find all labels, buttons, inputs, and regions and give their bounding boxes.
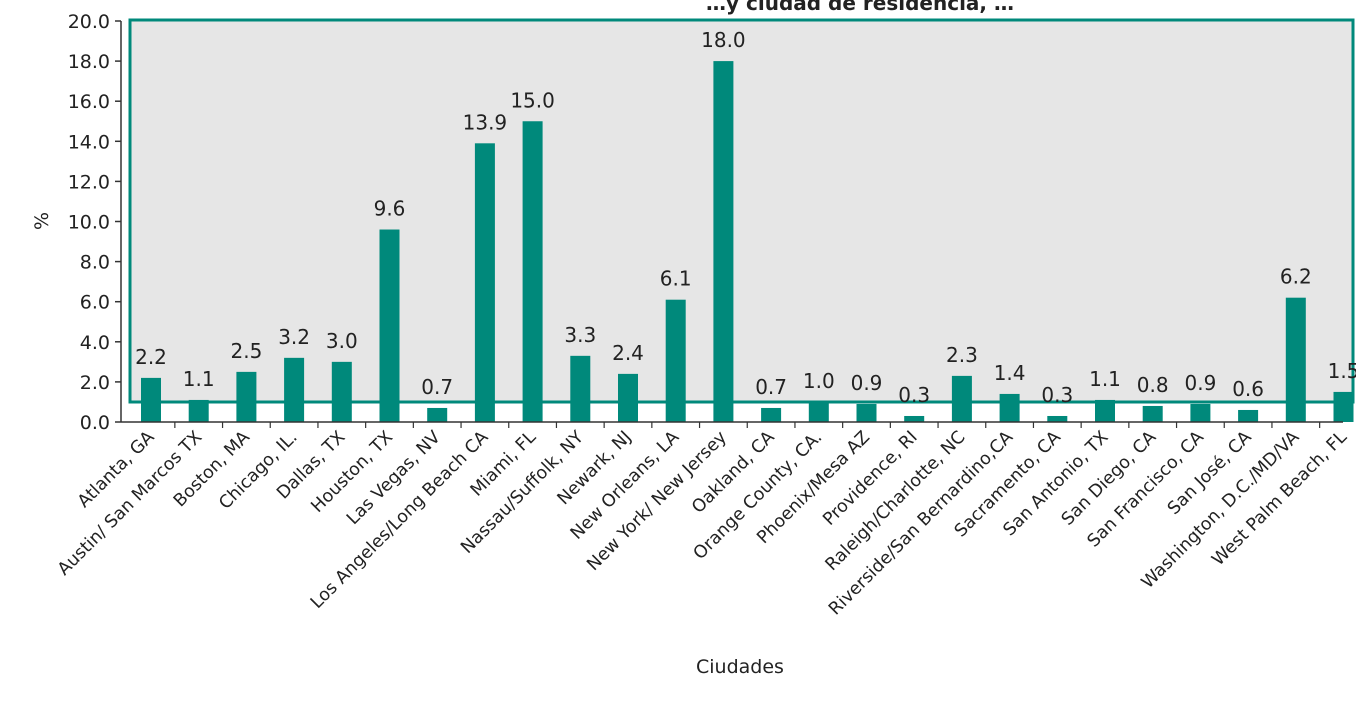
bar-value-label: 0.7 <box>755 375 787 399</box>
bar-value-label: 1.0 <box>803 369 835 393</box>
bar <box>1095 399 1115 422</box>
bar-value-label: 1.4 <box>994 361 1026 385</box>
bar-value-label: 0.8 <box>1137 373 1169 397</box>
bar-value-label: 0.9 <box>1184 371 1216 395</box>
y-axis-title: % <box>31 212 53 230</box>
plot-area <box>128 18 1355 404</box>
bar-value-label: 2.3 <box>946 343 978 367</box>
bar <box>618 373 638 422</box>
bar <box>474 143 495 422</box>
bar <box>284 357 305 422</box>
y-tick-label: 10.0 <box>68 212 110 234</box>
bar <box>331 361 352 422</box>
bar <box>1190 403 1211 422</box>
bar-value-label: 9.6 <box>374 197 406 221</box>
bar <box>999 393 1020 422</box>
bar <box>522 121 543 422</box>
y-tick-label: 14.0 <box>68 131 110 153</box>
bar-series <box>141 61 1354 422</box>
bar-value-label: 0.3 <box>898 383 930 407</box>
bar-value-label: 13.9 <box>463 110 508 134</box>
bar-value-label: 1.1 <box>1089 367 1121 391</box>
bar-value-label: 0.9 <box>851 371 883 395</box>
y-tick-label: 18.0 <box>68 51 110 73</box>
bar-value-label: 1.1 <box>183 367 215 391</box>
bar <box>1047 415 1068 422</box>
bar <box>808 401 829 422</box>
bar-value-label: 18.0 <box>701 28 746 52</box>
bar <box>1238 409 1259 422</box>
bar-value-label: 0.6 <box>1232 377 1264 401</box>
bar <box>1142 405 1163 422</box>
y-tick-label: 2.0 <box>80 372 110 394</box>
bar <box>141 377 161 422</box>
bar <box>904 415 925 422</box>
bar <box>713 61 734 422</box>
y-tick-label: 6.0 <box>80 292 110 314</box>
y-tick-label: 4.0 <box>80 332 110 354</box>
y-tick-label: 20.0 <box>68 11 110 33</box>
bar-value-label: 15.0 <box>510 88 555 112</box>
bar-value-label: 3.3 <box>564 323 596 347</box>
x-tick-label: Oakland, CA <box>688 427 778 517</box>
bar <box>665 299 686 422</box>
bar <box>236 371 257 422</box>
bar <box>188 399 209 422</box>
bar-value-label: 1.5 <box>1328 359 1356 383</box>
bar-value-label: 0.7 <box>421 375 453 399</box>
y-tick-label: 8.0 <box>80 252 110 274</box>
y-tick-label: 0.0 <box>80 412 110 434</box>
bar-value-label: 2.4 <box>612 341 644 365</box>
bar <box>856 403 877 422</box>
bar-value-label: 3.2 <box>278 325 310 349</box>
bar <box>570 355 591 422</box>
bar <box>427 407 448 422</box>
bar <box>1285 297 1306 422</box>
bar <box>951 375 972 422</box>
y-tick-label: 16.0 <box>68 91 110 113</box>
value-labels: 2.2 1.1 2.5 3.2 3.0 9.6 0.7 13.915.0 3.3 2.4 6.1 18… <box>135 28 1356 407</box>
bar-value-label: 2.2 <box>135 345 167 369</box>
bar <box>1333 391 1354 422</box>
chart-title: …y ciudad de residencia, … <box>706 0 1014 15</box>
x-tick-label: San José, CA <box>1164 427 1256 519</box>
bar-value-label: 0.3 <box>1041 383 1073 407</box>
bar <box>761 407 782 422</box>
bar-value-label: 2.5 <box>230 339 262 363</box>
y-axis: 0.0 2.0 4.0 6.0 8.0 10.0 12.0 14.0 16.0 18.0 20.0 <box>68 11 122 434</box>
y-tick-label: 12.0 <box>68 171 110 193</box>
x-axis-title: Ciudades <box>696 656 784 678</box>
bar-value-label: 6.2 <box>1280 265 1312 289</box>
bar-value-label: 6.1 <box>660 267 692 291</box>
bar <box>379 229 400 422</box>
bar-value-label: 3.0 <box>326 329 358 353</box>
